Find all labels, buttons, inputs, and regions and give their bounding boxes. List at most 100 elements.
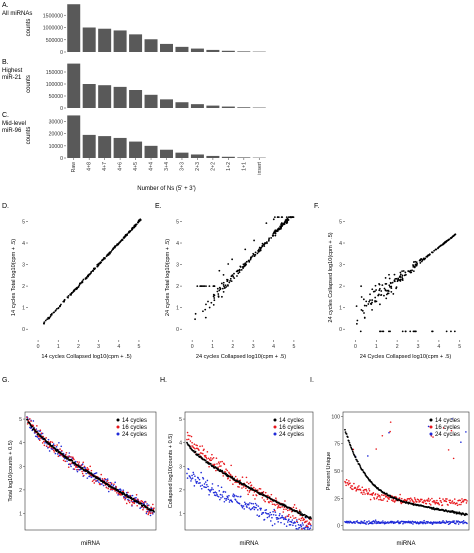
data-point [253,239,255,242]
data-point [269,511,272,514]
data-point [269,520,272,522]
data-point [393,280,396,283]
data-point [193,443,196,446]
data-point [202,285,205,288]
data-point [307,523,310,525]
data-point [217,295,220,297]
data-point [95,479,97,482]
data-point [196,480,198,483]
data-point [105,486,108,489]
data-point [269,500,272,503]
data-point [300,523,302,526]
data-point [453,233,456,236]
data-point [371,288,374,291]
data-point [451,500,454,502]
data-point [89,465,92,468]
data-point [232,483,234,485]
data-point [451,418,453,420]
bar-Raw [67,4,81,53]
x-tick-label: 2 [77,344,80,350]
data-point [404,330,407,333]
data-point [385,293,388,296]
data-point [216,290,219,293]
data-point [371,520,374,523]
data-point [349,482,351,484]
data-point [119,241,122,243]
bar-3+4 [160,149,173,158]
data-point [258,515,261,517]
data-point [49,440,52,443]
data-point [369,498,372,501]
data-point [450,236,453,239]
data-point [114,487,117,490]
data-point [127,498,129,501]
data-point [194,312,197,315]
data-point [374,296,377,299]
data-point [145,501,147,503]
data-point [26,418,29,421]
data-point [461,498,463,500]
data-point [285,518,287,521]
data-point [424,500,427,502]
data-point [367,493,369,496]
data-point [239,495,242,498]
data-point [73,289,76,292]
data-point [260,507,262,510]
y-tick-label: 0 [60,50,63,56]
data-point [252,494,255,496]
data-point [379,303,381,306]
data-point [58,441,60,444]
data-point [287,515,290,517]
data-point [153,507,155,509]
data-point [26,423,29,425]
data-point [401,274,404,277]
y-tick-label: 3 [339,263,342,269]
data-point [100,473,103,476]
data-point [368,488,370,490]
data-point [49,315,52,318]
data-point [351,448,354,451]
data-point [196,285,199,288]
data-point [232,493,235,495]
data-point [300,519,302,522]
data-point [394,277,397,280]
data-point [242,263,245,266]
data-point [186,472,188,475]
data-point [412,523,414,525]
bar-2+3 [190,48,204,52]
data-point [431,497,433,500]
data-point [260,513,263,516]
data-point [249,257,252,260]
data-point [73,458,75,461]
data-point [346,436,349,438]
data-point [392,500,394,502]
data-point [380,494,383,496]
x-tick-label: 1 [57,344,60,350]
y-tick-label: 2 [179,488,182,494]
data-point [283,518,285,521]
data-point [235,495,238,497]
data-point [265,222,268,225]
data-point [221,494,223,496]
data-point [427,254,430,257]
data-point [79,282,81,285]
data-point [208,285,211,288]
data-point [215,492,218,494]
data-point [273,216,276,219]
data-point [273,509,276,512]
data-point [207,485,209,488]
data-point [99,483,101,486]
data-point [365,523,367,525]
data-point [263,518,266,521]
data-point [372,522,374,525]
data-point [217,495,220,498]
data-point [288,513,290,516]
data-point [448,238,451,241]
data-point [36,425,38,427]
y-tick-label: 500000 [46,38,63,44]
data-point [379,330,382,333]
data-point [346,521,349,524]
data-point [356,520,359,522]
data-point [86,275,89,278]
data-point [465,502,468,504]
